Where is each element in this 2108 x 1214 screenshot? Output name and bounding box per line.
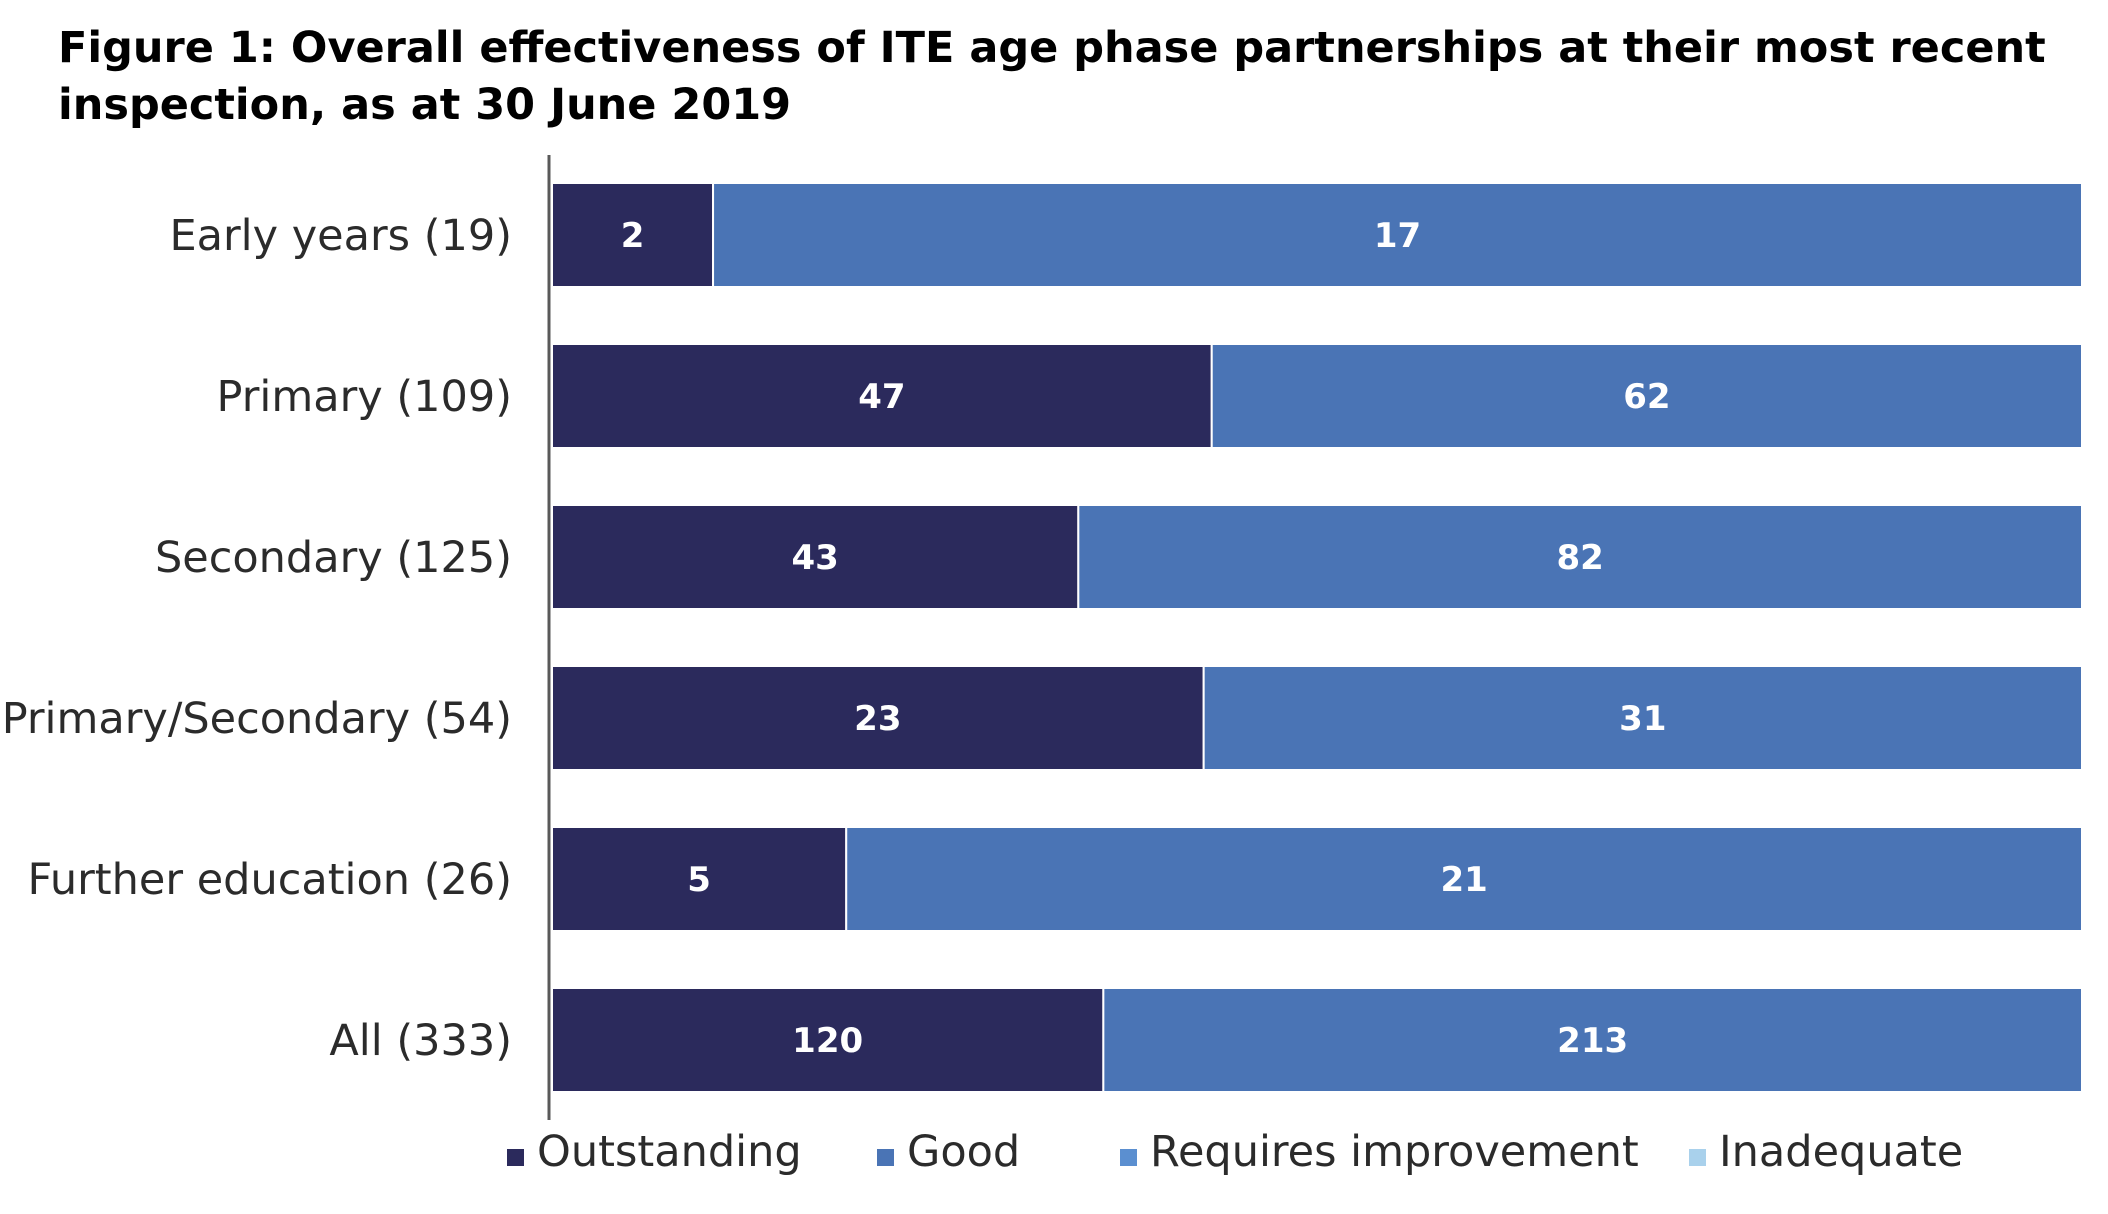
- legend-swatch-inadequate: [1689, 1149, 1706, 1166]
- legend-swatch-requires-improvement: [1120, 1149, 1137, 1166]
- legend-label-requires-improvement: Requires improvement: [1150, 1127, 1639, 1177]
- category-label: Secondary (125): [155, 533, 512, 583]
- data-label-outstanding: 120: [792, 1021, 863, 1061]
- data-label-outstanding: 23: [854, 699, 901, 739]
- data-label-good: 62: [1623, 377, 1670, 417]
- data-label-outstanding: 5: [687, 860, 711, 900]
- data-label-outstanding: 47: [858, 377, 905, 417]
- category-label: Early years (19): [169, 211, 512, 261]
- legend-label-good: Good: [907, 1127, 1020, 1177]
- category-label: Further education (26): [27, 855, 512, 905]
- bar-segment-good: [1077, 504, 2083, 610]
- legend-swatch-outstanding: [507, 1149, 524, 1166]
- bar-segment-good: [1102, 987, 2083, 1093]
- data-label-outstanding: 2: [621, 216, 645, 256]
- bar-segment-good: [712, 182, 2083, 288]
- bar-segment-outstanding: [551, 504, 1080, 610]
- data-label-good: 17: [1374, 216, 1421, 256]
- bar-segment-good: [1202, 665, 2083, 771]
- chart-title-line-2: inspection, as at 30 June 2019: [58, 80, 792, 130]
- legend-label-inadequate: Inadequate: [1719, 1127, 1963, 1177]
- chart-title-line-1: Figure 1: Overall effectiveness of ITE a…: [58, 23, 2046, 73]
- legend: Outstanding Good Requires improvement Inade…: [507, 1127, 1963, 1177]
- bar-segment-good: [845, 826, 2084, 932]
- category-label: Primary (109): [217, 372, 512, 422]
- chart-title: Figure 1: Overall effectiveness of ITE a…: [58, 20, 2058, 134]
- bar-segment-outstanding: [551, 182, 715, 288]
- category-label: Primary/Secondary (54): [2, 694, 512, 744]
- bar-segment-outstanding: [551, 826, 848, 932]
- data-label-good: 21: [1440, 860, 1487, 900]
- data-label-good: 213: [1557, 1021, 1628, 1061]
- data-label-good: 31: [1619, 699, 1666, 739]
- bars-layer: 2 17 47 62 43 82 23 31 5 21 120 213: [551, 182, 2084, 1093]
- legend-swatch-good: [877, 1149, 894, 1166]
- legend-label-outstanding: Outstanding: [537, 1127, 802, 1177]
- data-label-outstanding: 43: [791, 538, 838, 578]
- bar-segment-outstanding: [551, 665, 1205, 771]
- data-label-good: 82: [1556, 538, 1603, 578]
- category-labels-layer: Early years (19) Primary (109) Secondary (…: [2, 211, 512, 1066]
- bar-segment-outstanding: [551, 987, 1105, 1093]
- category-label: All (333): [329, 1016, 512, 1066]
- bar-segment-good: [1210, 343, 2083, 449]
